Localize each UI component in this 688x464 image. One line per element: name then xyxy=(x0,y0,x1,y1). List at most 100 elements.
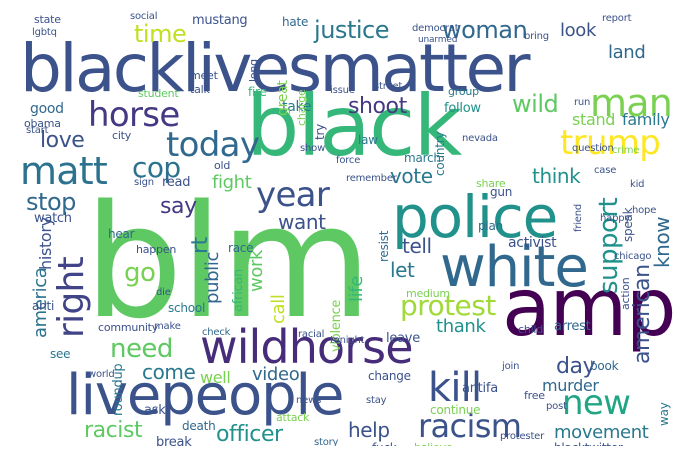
cloud-word: see xyxy=(50,347,71,361)
cloud-word: officer xyxy=(216,422,283,446)
cloud-word: story xyxy=(314,437,339,447)
cloud-word: state xyxy=(34,13,61,26)
cloud-word: hear xyxy=(108,227,135,241)
cloud-word: change xyxy=(368,369,411,383)
cloud-word: thank xyxy=(436,316,486,337)
cloud-word: child xyxy=(518,323,544,336)
cloud-word: bring xyxy=(524,31,549,42)
cloud-word: want xyxy=(278,210,326,234)
cloud-word: white xyxy=(440,235,589,300)
cloud-word: stand xyxy=(572,110,616,129)
cloud-word: public xyxy=(202,252,223,304)
cloud-word: street xyxy=(374,81,403,92)
cloud-word: life xyxy=(346,276,367,302)
cloud-word: law xyxy=(358,133,378,147)
cloud-word: tell xyxy=(402,234,432,258)
cloud-word: american xyxy=(630,264,655,364)
cloud-word: friend xyxy=(573,203,584,232)
cloud-word: well xyxy=(200,368,231,387)
cloud-word: today xyxy=(166,125,260,165)
cloud-word: march xyxy=(404,151,441,165)
cloud-word: resist xyxy=(377,230,391,262)
cloud-word: amp xyxy=(502,261,674,354)
cloud-word: say xyxy=(160,194,197,219)
cloud-word: stop xyxy=(26,188,76,216)
cloud-word: show xyxy=(300,143,326,154)
cloud-word: black xyxy=(246,77,462,175)
cloud-word: medium xyxy=(406,287,450,300)
cloud-word: leave xyxy=(386,331,420,346)
cloud-word: book xyxy=(590,359,619,373)
cloud-word: report xyxy=(602,13,632,24)
cloud-word: great xyxy=(275,80,291,116)
cloud-word: world xyxy=(88,369,115,380)
cloud-word: city xyxy=(112,129,132,142)
cloud-word: blacklivesmatter xyxy=(20,30,531,107)
cloud-word: happy xyxy=(600,213,631,224)
cloud-word: time xyxy=(134,20,187,48)
cloud-word: question xyxy=(572,143,614,154)
cloud-word: issue xyxy=(330,85,355,96)
cloud-word: good xyxy=(30,101,64,117)
cloud-word: police xyxy=(392,183,558,251)
cloud-word: land xyxy=(608,42,646,63)
cloud-word: go xyxy=(124,258,156,288)
cloud-word: case xyxy=(594,165,617,176)
cloud-word: chicago xyxy=(614,251,652,262)
cloud-word: matt xyxy=(20,149,108,193)
cloud-word: kill xyxy=(428,365,482,411)
cloud-word: share xyxy=(476,177,506,190)
cloud-word: know xyxy=(650,216,674,268)
cloud-word: sign xyxy=(134,177,154,188)
cloud-word: blm xyxy=(84,171,372,353)
cloud-word: tonight xyxy=(330,335,365,346)
cloud-word: force xyxy=(336,155,361,166)
cloud-word: meet xyxy=(190,69,218,82)
cloud-word: racism xyxy=(418,407,522,445)
cloud-word: wild xyxy=(512,90,559,118)
cloud-word: protester xyxy=(500,431,545,442)
cloud-word: kid xyxy=(630,179,645,190)
cloud-word: school xyxy=(168,301,206,315)
cloud-word: free xyxy=(524,389,545,402)
cloud-word: crime xyxy=(612,145,640,156)
cloud-word: happen xyxy=(136,243,177,256)
cloud-word: family xyxy=(622,110,670,129)
cloud-word: watch xyxy=(34,211,72,226)
cloud-word: nevada xyxy=(462,133,498,144)
cloud-word: plan xyxy=(478,219,503,233)
cloud-word: murder xyxy=(542,376,599,395)
cloud-word: ask xyxy=(144,403,166,418)
cloud-word: student xyxy=(138,87,179,100)
cloud-word: woman xyxy=(442,16,528,44)
cloud-word: man xyxy=(590,81,673,125)
cloud-word: hate xyxy=(282,15,309,29)
cloud-word: video xyxy=(252,364,300,385)
cloud-word: racist xyxy=(84,418,143,443)
cloud-word: check xyxy=(202,327,231,338)
cloud-word: help xyxy=(348,418,390,442)
cloud-word: mustang xyxy=(192,13,248,28)
cloud-word: fuck xyxy=(372,442,397,446)
cloud-word: democrat xyxy=(412,23,459,34)
cloud-word: charge xyxy=(295,89,308,126)
cloud-word: anti xyxy=(32,299,55,313)
cloud-word: wildhorse xyxy=(200,320,414,374)
cloud-word: come xyxy=(142,360,196,384)
cloud-word: work xyxy=(246,249,267,292)
cloud-word: vote xyxy=(390,164,433,188)
cloud-word: year xyxy=(256,175,330,215)
cloud-word: try xyxy=(313,123,327,140)
cloud-word: shoot xyxy=(348,94,407,119)
cloud-word: believe xyxy=(414,442,453,446)
cloud-word: lgbtq xyxy=(32,27,57,38)
cloud-word: blacktwitter xyxy=(554,442,623,446)
cloud-word: gun xyxy=(490,185,513,199)
cloud-word: action xyxy=(619,277,632,310)
cloud-word: race xyxy=(228,241,254,255)
cloud-word: let xyxy=(390,258,415,282)
cloud-word: post xyxy=(546,401,567,412)
cloud-word: movement xyxy=(554,422,649,443)
cloud-word: way xyxy=(657,402,671,426)
